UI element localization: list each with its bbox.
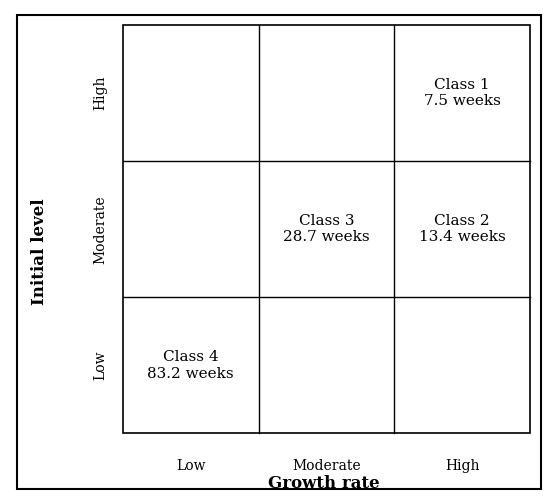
Text: Class 1
7.5 weeks: Class 1 7.5 weeks xyxy=(424,78,501,108)
Text: Low: Low xyxy=(93,351,108,380)
Text: Moderate: Moderate xyxy=(93,195,108,264)
Text: Low: Low xyxy=(176,459,205,473)
Text: High: High xyxy=(93,76,108,110)
Text: Class 3
28.7 weeks: Class 3 28.7 weeks xyxy=(283,214,370,244)
Text: Moderate: Moderate xyxy=(292,459,360,473)
Text: Growth rate: Growth rate xyxy=(268,475,379,492)
Text: Class 4
83.2 weeks: Class 4 83.2 weeks xyxy=(147,350,234,381)
Text: Class 2
13.4 weeks: Class 2 13.4 weeks xyxy=(419,214,506,244)
Text: Initial level: Initial level xyxy=(31,199,47,305)
Bar xyxy=(123,25,530,433)
Text: High: High xyxy=(445,459,479,473)
